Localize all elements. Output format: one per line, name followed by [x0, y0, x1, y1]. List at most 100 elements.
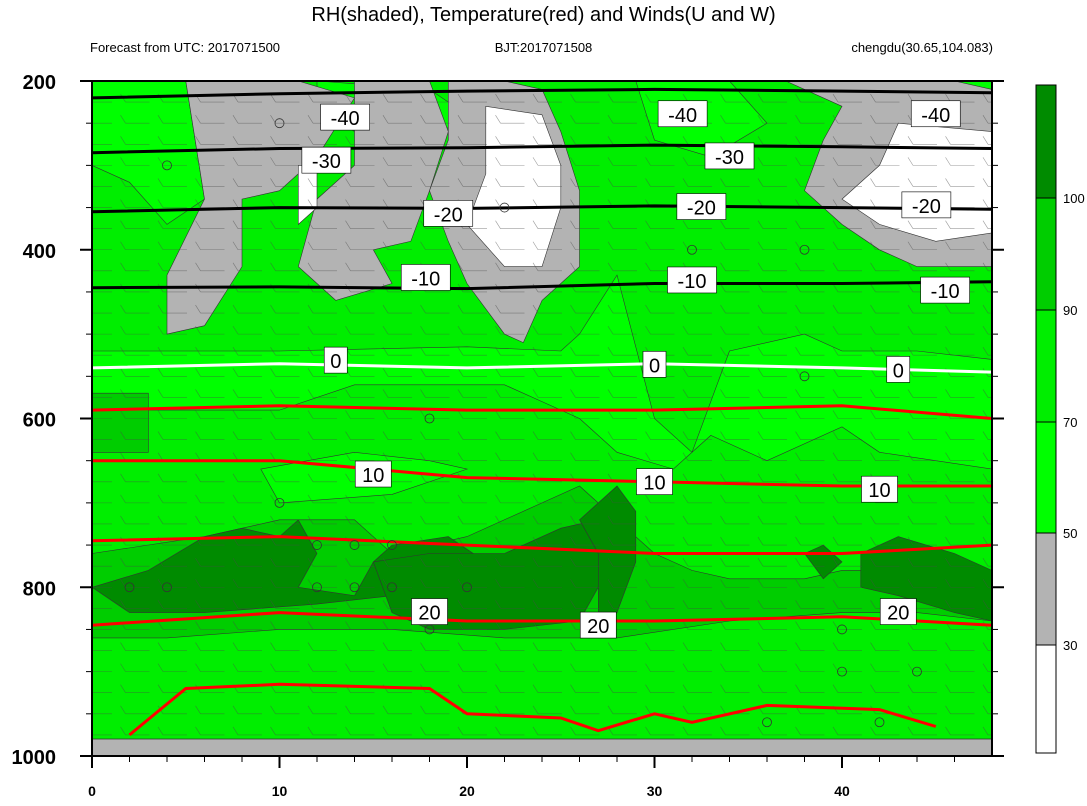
wind-barb-flag: [195, 557, 201, 567]
contour-label-text: 10: [362, 465, 384, 487]
wind-barb-flag: [907, 515, 914, 525]
wind-barb-flag: [532, 515, 539, 525]
wind-barb-flag: [270, 304, 276, 314]
wind-barb-flag: [532, 621, 539, 630]
wind-barb-flag: [195, 304, 201, 314]
wind-barb-flag: [420, 642, 426, 651]
isotherm-line: [92, 87, 992, 100]
wind-barb-flag: [195, 642, 201, 651]
wind-barb-flag: [382, 325, 389, 335]
wind-barb-flag: [307, 621, 314, 630]
wind-barb-flag: [795, 726, 801, 736]
wind-barb-flag: [420, 157, 426, 166]
wind-barb-flag: [382, 663, 389, 672]
wind-barb-flag: [757, 325, 764, 335]
wind-barb-flag: [645, 579, 651, 588]
wind-barb-flag: [945, 726, 951, 736]
wind-barb-flag: [382, 136, 389, 145]
wind-barb-flag: [307, 115, 314, 124]
wind-barb-flag: [270, 178, 276, 187]
wind-barb-flag: [495, 93, 501, 103]
contour-label-text: -30: [715, 147, 744, 169]
wind-barb-flag: [607, 452, 614, 461]
wind-barb-flag: [382, 241, 389, 250]
wind-barb-flag: [757, 262, 764, 272]
wind-barb-flag: [570, 115, 576, 124]
wind-barb-flag: [570, 93, 576, 103]
contour-label: -10: [400, 264, 451, 291]
wind-barb-flag: [532, 663, 539, 672]
contour-label-text: -20: [434, 204, 463, 226]
wind-barb-flag: [682, 178, 689, 187]
wind-barb-flag: [757, 663, 764, 672]
wind-barb-flag: [83, 643, 88, 651]
y-tick-label: 1000: [12, 747, 57, 769]
wind-barb-flag: [607, 220, 614, 229]
wind-barb-flag: [870, 304, 876, 314]
wind-barb-flag: [570, 515, 576, 525]
wind-barb-flag: [907, 705, 914, 714]
contour-label: 10: [861, 475, 898, 503]
wind-barb-flag: [682, 410, 689, 419]
colorbar-label: 90: [1063, 303, 1077, 318]
wind-barb-flag: [720, 410, 726, 419]
wind-barb-flag: [907, 389, 914, 398]
isotherm-line: [92, 204, 992, 214]
wind-barb-flag: [945, 705, 951, 714]
wind-barb-flag: [795, 557, 801, 567]
station-marker: [687, 244, 697, 255]
wind-barb-flag: [83, 305, 88, 313]
wind-barb-flag: [232, 368, 239, 377]
wind-barb-flag: [645, 241, 651, 250]
wind-barb-flag: [83, 389, 88, 397]
wind-barb-flag: [83, 242, 88, 250]
wind-barb-flag: [382, 494, 389, 504]
wind-barb-flag: [720, 178, 726, 187]
contour-label: -20: [423, 200, 474, 227]
wind-barb-flag: [532, 115, 539, 124]
wind-barb-flag: [495, 579, 501, 588]
wind-barb-flag: [495, 536, 501, 546]
wind-barb-flag: [157, 494, 164, 504]
wind-barb-flag: [870, 325, 876, 335]
wind-barb-flag: [83, 706, 88, 714]
wind-barb-flag: [720, 304, 726, 314]
wind-barb-flag: [232, 199, 239, 208]
wind-barb-flag: [757, 473, 764, 482]
contour-label-box: [861, 475, 898, 503]
wind-barb-flag: [83, 368, 88, 376]
y-tick-label: 200: [23, 72, 56, 94]
station-marker: [462, 582, 472, 593]
contour-label-box: [642, 351, 667, 378]
contour-label-text: 0: [893, 360, 904, 382]
wind-barb-flag: [945, 684, 951, 693]
wind-barb-flag: [795, 663, 801, 672]
wind-barb-flag: [120, 579, 126, 588]
wind-barb-flag: [832, 621, 839, 630]
wind-barb-flag: [307, 642, 314, 651]
wind-barb-flag: [83, 537, 88, 545]
wind-barb-flag: [307, 199, 314, 208]
wind-barb-flag: [495, 684, 501, 693]
wind-barb-flag: [495, 347, 501, 356]
wind-barb-flag: [945, 220, 951, 229]
wind-barb-flag: [945, 178, 951, 187]
wind-barb-flag: [157, 642, 164, 651]
wind-barb-flag: [945, 452, 951, 461]
contour-label: 0: [886, 356, 911, 383]
wind-barb-flag: [795, 325, 801, 335]
wind-barb-flag: [345, 178, 351, 187]
wind-barb-flag: [457, 93, 464, 103]
wind-barb-flag: [795, 93, 801, 103]
wind-barb-flag: [345, 494, 351, 504]
wind-barb-flag: [945, 347, 951, 356]
isotherm-line: [92, 611, 992, 627]
wind-barb-flag: [307, 347, 314, 356]
wind-barb-flag: [720, 368, 726, 377]
wind-barb-flag: [832, 515, 839, 525]
wind-barb-flag: [982, 178, 989, 187]
wind-barb-flag: [757, 220, 764, 229]
wind-barb-flag: [570, 368, 576, 377]
wind-barb-flag: [232, 726, 239, 736]
